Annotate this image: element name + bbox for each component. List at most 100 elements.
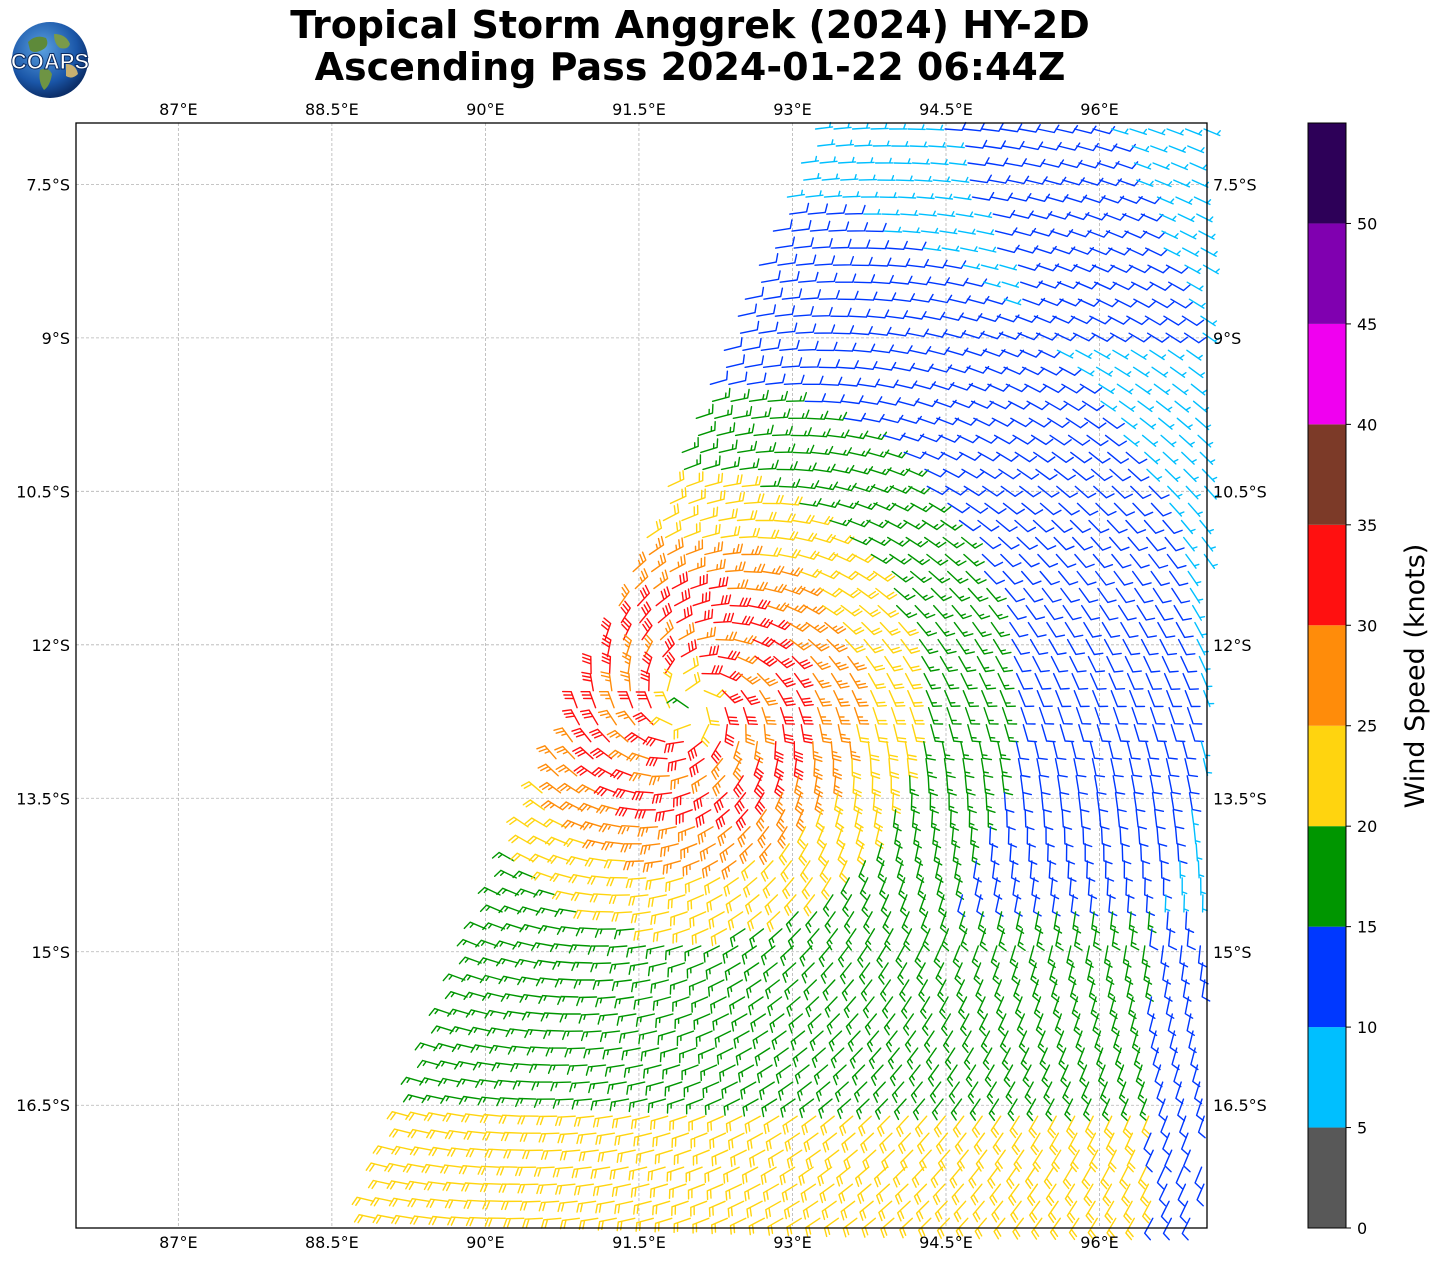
wind-barb (665, 877, 684, 892)
wind-barb (1077, 298, 1101, 307)
wind-barb (1016, 1013, 1025, 1037)
wind-barb (818, 843, 827, 866)
wind-barb (738, 1064, 755, 1083)
wind-barb (885, 1030, 898, 1053)
wind-barb (717, 650, 741, 661)
wind-barb (700, 438, 719, 454)
wind-barb (947, 502, 970, 514)
wind-barb (630, 1183, 650, 1198)
wind-barb (725, 1115, 743, 1133)
wind-barb (822, 394, 845, 404)
wind-barb (674, 1013, 692, 1029)
wind-barb (891, 141, 910, 147)
wind-barb (951, 1183, 965, 1206)
wind-barb (611, 979, 632, 992)
wind-barb (465, 1216, 488, 1227)
wind-barb (985, 724, 1001, 743)
wind-barb (595, 1132, 616, 1145)
wind-barb (803, 173, 822, 181)
wind-barb (895, 175, 914, 182)
wind-barb (971, 1115, 983, 1138)
wind-barb (1085, 638, 1104, 656)
wind-barb (968, 1166, 981, 1189)
wind-barb (893, 1098, 907, 1121)
wind-barb (573, 765, 596, 777)
wind-barb (910, 502, 934, 513)
wind-barb (962, 263, 981, 270)
wind-barb (954, 860, 963, 883)
wind-barb (1139, 417, 1157, 430)
wind-barb (869, 257, 892, 267)
wind-barb (688, 1115, 706, 1132)
wind-barb (905, 536, 929, 548)
wind-barb (982, 1047, 993, 1071)
wind-barb (568, 944, 591, 954)
wind-barb (1006, 1166, 1018, 1189)
wind-barb (746, 372, 767, 385)
wind-barb (1036, 690, 1053, 708)
wind-barb (978, 672, 997, 690)
wind-barb (819, 1183, 835, 1204)
wind-barb (1158, 1183, 1168, 1207)
wind-barb (475, 939, 498, 948)
wind-barb (869, 326, 892, 336)
wind-barb (1108, 741, 1123, 760)
wind-barb (909, 276, 932, 286)
wind-barb (955, 1217, 969, 1240)
wind-barb (836, 360, 859, 370)
wind-barb (776, 809, 786, 832)
wind-barb (873, 361, 897, 371)
wind-barb (746, 979, 762, 999)
wind-barb (963, 553, 985, 567)
wind-barb (1011, 962, 1020, 986)
wind-barb (992, 638, 1012, 655)
wind-barb (858, 962, 871, 985)
wind-barb (874, 1098, 889, 1120)
wind-barb (426, 1198, 449, 1208)
wind-barb (852, 484, 876, 493)
wind-barb (1176, 417, 1193, 430)
wind-barb (671, 1132, 690, 1148)
wind-barb (388, 1128, 412, 1138)
wind-barb (915, 1200, 930, 1222)
wind-barb (582, 839, 605, 849)
wind-barb (970, 604, 991, 620)
wind-barb (1183, 894, 1190, 913)
wind-barb (1064, 1098, 1074, 1122)
wind-barb (1183, 536, 1198, 552)
wind-barb (750, 1013, 766, 1033)
wind-barb (889, 485, 913, 494)
wind-barb (1144, 451, 1161, 465)
wind-barb (1023, 587, 1044, 603)
wind-barb (733, 741, 743, 764)
lon-tick-label-top: 90°E (466, 100, 504, 119)
wind-barb (909, 775, 919, 797)
wind-barb (742, 1098, 759, 1117)
wind-barb (1195, 843, 1203, 862)
wind-barb (670, 775, 689, 791)
wind-barb (1002, 570, 1024, 585)
wind-barb (1143, 1132, 1152, 1156)
wind-barb (752, 1030, 769, 1050)
wind-barb (996, 314, 1020, 323)
wind-barb (849, 741, 861, 762)
wind-barb (939, 911, 948, 935)
wind-barb (1066, 1115, 1076, 1139)
wind-barb (870, 553, 894, 564)
wind-barb (809, 1030, 824, 1051)
lat-tick-label-right: 10.5°S (1213, 482, 1267, 501)
wind-barb (547, 1064, 570, 1074)
wind-barb (805, 1217, 821, 1237)
wind-barb (930, 159, 949, 166)
wind-barb (695, 809, 712, 828)
wind-barb (784, 1132, 801, 1152)
wind-barb (777, 690, 796, 707)
wind-barb (578, 1013, 600, 1024)
wind-barb (577, 802, 601, 812)
wind-barb (635, 1149, 655, 1164)
wind-barb (980, 758, 994, 778)
wind-barb (1126, 315, 1149, 326)
wind-barb (1026, 1098, 1037, 1122)
wind-barb (913, 381, 936, 390)
wind-barb (858, 174, 877, 181)
